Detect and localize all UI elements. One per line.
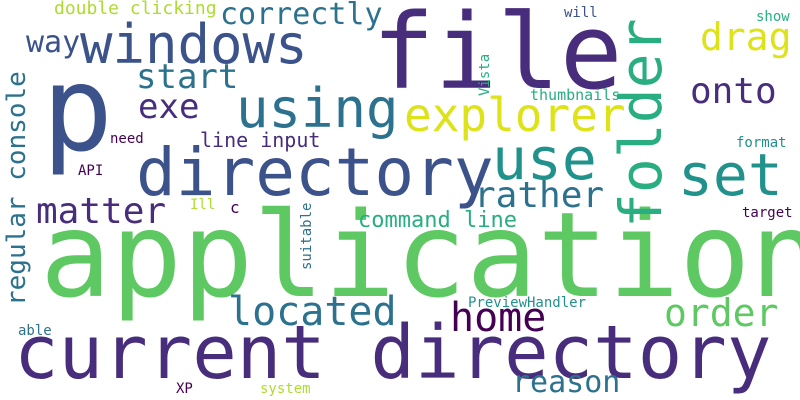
word-set: set [678,146,783,204]
word-regular-console: regular console [4,71,30,306]
word-line-input: line input [200,130,320,150]
word-onto: onto [690,74,777,110]
word-thumbnails: thumbnails [530,88,620,103]
word-double-clicking: double clicking [54,0,217,18]
word-located: located [228,292,397,332]
word-xp: XP [176,382,193,396]
word-api: API [78,164,103,178]
word-target: target [742,206,793,220]
word-order: order [664,294,778,332]
word-ill: Ill [190,198,215,212]
word-need: need [110,132,144,146]
word-will: will [564,6,598,20]
word-c: c [230,200,240,216]
word-show: show [756,10,790,24]
word-reason: reason [512,368,620,398]
word-command-line: command line [358,210,517,232]
word-folder: folder [612,18,670,228]
word-previewhandler: PreviewHandler [468,296,586,310]
word-able: able [18,324,52,338]
word-correctly: correctly [220,0,383,30]
word-matter: matter [36,194,166,230]
word-suitable: suitable [300,203,314,270]
word-system: system [260,382,311,396]
word-way: way [26,28,80,58]
word-vista: Vista [478,54,492,96]
word-exe: exe [138,90,199,124]
word-format: format [736,136,787,150]
